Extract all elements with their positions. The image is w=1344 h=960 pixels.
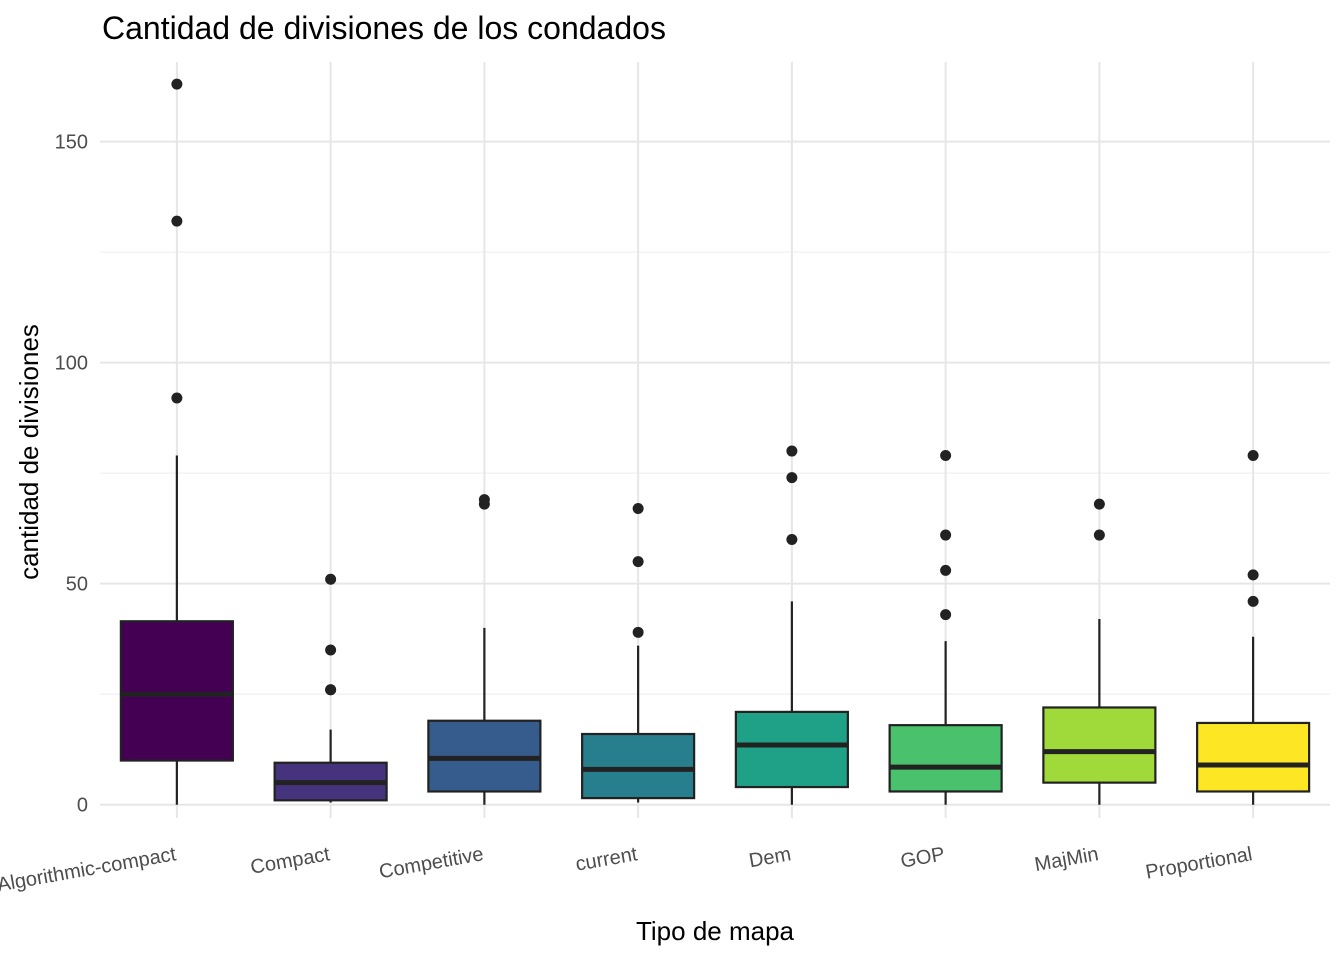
box xyxy=(119,620,234,762)
outlier-point xyxy=(325,644,337,656)
y-tick-label: 150 xyxy=(55,132,88,154)
box-group xyxy=(427,494,542,805)
box-group xyxy=(273,573,388,803)
outlier-point xyxy=(478,494,490,506)
x-axis-ticks: Algorithmic-compact Compact Competitive cur… xyxy=(0,843,1254,896)
y-tick-label: 100 xyxy=(55,353,88,375)
x-tick-label: Compact xyxy=(249,843,332,879)
box-group xyxy=(888,449,1003,805)
box-group xyxy=(1196,449,1311,805)
box-group xyxy=(119,78,234,805)
outlier-point xyxy=(1093,529,1105,541)
outlier-point xyxy=(1247,449,1259,461)
box-group xyxy=(581,503,696,803)
outlier-point xyxy=(1247,595,1259,607)
y-tick-label: 50 xyxy=(66,574,88,596)
x-tick-label: Proportional xyxy=(1144,843,1254,883)
y-axis-title: cantidad de divisiones xyxy=(14,324,44,580)
outlier-point xyxy=(1247,569,1259,581)
y-axis-ticks: 0 50 100 150 xyxy=(55,132,88,817)
boxes xyxy=(119,78,1311,805)
outlier-point xyxy=(940,564,952,576)
outlier-point xyxy=(171,392,183,404)
grid xyxy=(100,62,1330,818)
box xyxy=(1196,721,1311,793)
x-tick-label: MajMin xyxy=(1033,843,1100,876)
x-tick-label: Algorithmic-compact xyxy=(0,843,178,896)
box-group xyxy=(1042,498,1157,805)
outlier-point xyxy=(786,445,798,457)
outlier-point xyxy=(171,215,183,227)
outlier-point xyxy=(325,684,337,696)
x-axis-title: Tipo de mapa xyxy=(636,916,795,946)
outlier-point xyxy=(940,449,952,461)
x-tick-label: GOP xyxy=(899,843,947,872)
outlier-point xyxy=(940,529,952,541)
outlier-point xyxy=(940,609,952,621)
y-tick-label: 0 xyxy=(77,795,88,817)
outlier-point xyxy=(632,556,644,568)
outlier-point xyxy=(1093,498,1105,510)
box xyxy=(734,710,849,789)
outlier-point xyxy=(786,533,798,545)
chart-title: Cantidad de divisiones de los condados xyxy=(102,10,666,46)
box xyxy=(1042,706,1157,784)
outlier-point xyxy=(171,78,183,90)
x-tick-label: Competitive xyxy=(377,843,485,883)
x-tick-label: current xyxy=(574,843,640,876)
outlier-point xyxy=(632,503,644,515)
box xyxy=(888,724,1003,793)
box-group xyxy=(734,445,849,805)
outlier-point xyxy=(632,626,644,638)
x-tick-label: Dem xyxy=(747,843,792,872)
box xyxy=(581,732,696,800)
outlier-point xyxy=(325,573,337,585)
outlier-point xyxy=(786,472,798,484)
